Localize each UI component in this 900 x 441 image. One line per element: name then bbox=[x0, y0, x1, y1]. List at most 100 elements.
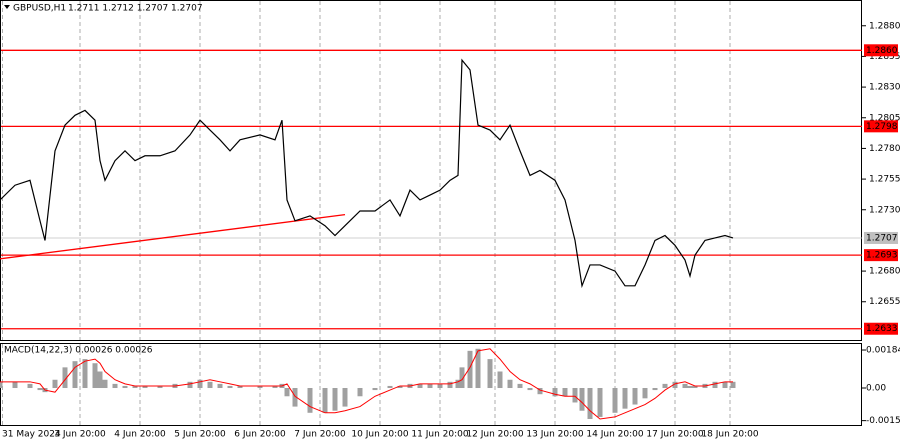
level-label: 1.2693 bbox=[866, 251, 898, 261]
macd-bar bbox=[622, 388, 628, 409]
macd-bar bbox=[427, 383, 433, 389]
chart-title: GBPUSD,H1 bbox=[13, 4, 66, 14]
macd-bar bbox=[527, 388, 533, 391]
macd-bar bbox=[82, 359, 88, 389]
macd-bar bbox=[372, 388, 378, 391]
macd-bar bbox=[397, 385, 403, 389]
macd-bar bbox=[132, 385, 138, 389]
macd-bar bbox=[272, 385, 278, 389]
macd-bar bbox=[572, 388, 578, 403]
y-tick-label: 0.00184 bbox=[866, 346, 900, 356]
level-box bbox=[864, 120, 898, 133]
macd-bar bbox=[292, 388, 298, 407]
y-tick-label: -0.00158 bbox=[866, 416, 900, 426]
level-box bbox=[864, 249, 898, 262]
macd-title: MACD(14,22,3) 0.00026 0.00026 bbox=[4, 346, 153, 356]
macd-bar bbox=[97, 371, 103, 389]
macd-bar bbox=[284, 388, 290, 397]
macd-bar bbox=[197, 379, 203, 389]
x-tick-label: 11 Jun 20:00 bbox=[411, 430, 468, 440]
macd-bar bbox=[92, 363, 98, 389]
macd-bar bbox=[322, 388, 328, 413]
x-tick-label: 14 Jun 20:00 bbox=[586, 430, 643, 440]
macd-bar bbox=[102, 379, 108, 389]
macd-bar bbox=[562, 388, 568, 397]
menu-arrow bbox=[4, 5, 10, 9]
macd-bar bbox=[467, 350, 473, 389]
macd-bar bbox=[507, 379, 513, 389]
macd-bar bbox=[417, 383, 423, 389]
macd-bar bbox=[157, 385, 163, 389]
macd-bar bbox=[652, 388, 658, 391]
x-tick-label: 12 Jun 20:00 bbox=[466, 430, 523, 440]
macd-bar bbox=[237, 385, 243, 389]
macd-bar bbox=[72, 361, 78, 389]
macd-bar bbox=[459, 367, 465, 389]
macd-bar bbox=[692, 385, 698, 389]
macd-bar bbox=[682, 383, 688, 389]
macd-signal bbox=[0, 348, 733, 420]
macd-bar bbox=[642, 388, 648, 399]
macd-bar bbox=[437, 383, 443, 389]
x-tick-label: 3 Jun 20:00 bbox=[54, 430, 106, 440]
x-tick-label: 31 May 2024 bbox=[2, 430, 61, 440]
macd-bar bbox=[475, 348, 481, 389]
quote: 1.2711 1.2712 1.2707 1.2707 bbox=[68, 4, 203, 14]
macd-bar bbox=[722, 381, 728, 389]
macd-bar bbox=[142, 385, 148, 389]
macd-bar bbox=[537, 388, 543, 395]
trendline bbox=[0, 214, 346, 260]
macd-bar bbox=[487, 359, 493, 389]
macd-bar bbox=[112, 383, 118, 389]
macd-bar bbox=[497, 371, 503, 389]
price-frame bbox=[0, 0, 862, 341]
level-box bbox=[864, 44, 898, 57]
macd-bar bbox=[52, 379, 58, 389]
macd-bar bbox=[0, 381, 3, 389]
macd-bar bbox=[687, 385, 693, 389]
macd-bar bbox=[579, 388, 585, 411]
y-tick-label: 1.2830 bbox=[869, 83, 900, 93]
macd-bar bbox=[517, 383, 523, 389]
macd-bar bbox=[207, 381, 213, 389]
price-line bbox=[0, 58, 734, 289]
macd-bar bbox=[597, 388, 603, 417]
x-tick-label: 7 Jun 20:00 bbox=[294, 430, 346, 440]
y-tick-label: 1.2805 bbox=[869, 113, 900, 123]
current-price-box bbox=[864, 231, 898, 244]
macd-bar bbox=[307, 388, 313, 413]
y-tick-label: 1.2880 bbox=[869, 21, 900, 31]
macd-bar bbox=[217, 383, 223, 389]
macd-bar bbox=[227, 385, 233, 389]
x-tick-label: 13 Jun 20:00 bbox=[526, 430, 583, 440]
y-tick-label: 0.00 bbox=[866, 384, 886, 394]
macd-bar bbox=[632, 388, 638, 405]
macd-bar bbox=[455, 379, 461, 389]
x-tick-label: 4 Jun 20:00 bbox=[114, 430, 166, 440]
x-tick-label: 18 Jun 20:00 bbox=[701, 430, 758, 440]
macd-bar bbox=[257, 385, 263, 389]
x-tick-label: 5 Jun 20:00 bbox=[174, 430, 226, 440]
macd-bar bbox=[12, 381, 18, 389]
level-box bbox=[864, 322, 898, 335]
macd-bar bbox=[387, 385, 393, 389]
macd-bar bbox=[62, 367, 68, 389]
macd-bar bbox=[122, 385, 128, 389]
macd-bar bbox=[187, 381, 193, 389]
macd-bar bbox=[447, 381, 453, 389]
macd-bar bbox=[662, 383, 668, 389]
macd-bar bbox=[587, 388, 593, 419]
x-tick-label: 17 Jun 20:00 bbox=[646, 430, 703, 440]
y-tick-label: 1.2780 bbox=[869, 144, 900, 154]
y-tick-label: 1.2655 bbox=[869, 297, 900, 307]
macd-bar bbox=[332, 388, 338, 411]
current-price-label: 1.2707 bbox=[866, 233, 898, 243]
macd-bar bbox=[27, 383, 33, 389]
y-tick-label: 1.2680 bbox=[869, 267, 900, 277]
macd-bar bbox=[612, 388, 618, 413]
macd-bar bbox=[342, 388, 348, 407]
macd-bar bbox=[712, 381, 718, 389]
macd-bar bbox=[672, 381, 678, 389]
